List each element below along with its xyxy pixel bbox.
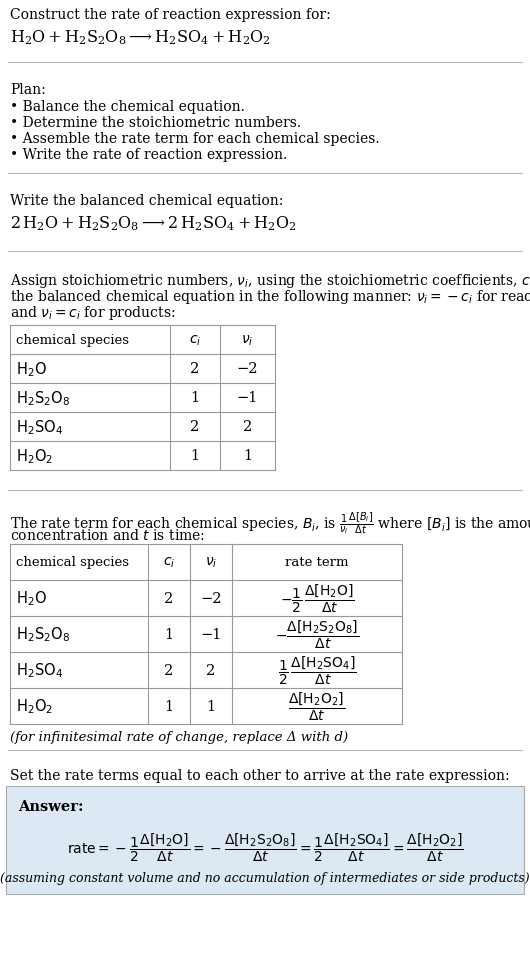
Text: $\mathrm{H_2S_2O_8}$: $\mathrm{H_2S_2O_8}$ [16, 389, 70, 407]
Text: −1: −1 [237, 391, 258, 405]
Text: $\mathrm{H_2O_2}$: $\mathrm{H_2O_2}$ [16, 446, 53, 465]
Text: $\mathrm{H_2SO_4}$: $\mathrm{H_2SO_4}$ [16, 418, 63, 437]
Text: 1: 1 [190, 449, 200, 463]
Text: Assign stoichiometric numbers, $\nu_i$, using the stoichiometric coefficients, $: Assign stoichiometric numbers, $\nu_i$, … [10, 272, 530, 290]
Text: $-\dfrac{1}{2}\,\dfrac{\Delta[\mathrm{H_2O}]}{\Delta t}$: $-\dfrac{1}{2}\,\dfrac{\Delta[\mathrm{H_… [280, 582, 355, 615]
Text: $\mathregular{H_2O + H_2S_2O_8 \longrightarrow H_2SO_4 + H_2O_2}$: $\mathregular{H_2O + H_2S_2O_8 \longrigh… [10, 28, 271, 47]
Text: 2: 2 [164, 591, 174, 606]
Text: Write the balanced chemical equation:: Write the balanced chemical equation: [10, 193, 284, 208]
Text: chemical species: chemical species [16, 334, 129, 347]
Text: $\mathrm{H_2S_2O_8}$: $\mathrm{H_2S_2O_8}$ [16, 625, 70, 644]
Text: $\mathrm{H_2SO_4}$: $\mathrm{H_2SO_4}$ [16, 661, 63, 680]
Text: 1: 1 [164, 700, 173, 713]
Text: 2: 2 [190, 362, 200, 376]
FancyBboxPatch shape [6, 786, 524, 894]
Text: −2: −2 [237, 362, 258, 376]
Text: $c_i$: $c_i$ [189, 333, 201, 348]
Text: $\nu_i$: $\nu_i$ [205, 555, 217, 570]
Text: • Balance the chemical equation.: • Balance the chemical equation. [10, 100, 245, 114]
Text: Plan:: Plan: [10, 83, 46, 97]
Text: −1: −1 [200, 627, 222, 641]
Text: 1: 1 [190, 391, 200, 405]
Text: $\mathrm{H_2O}$: $\mathrm{H_2O}$ [16, 360, 47, 378]
Text: (for infinitesimal rate of change, replace Δ with d): (for infinitesimal rate of change, repla… [10, 730, 348, 743]
Text: $\nu_i$: $\nu_i$ [241, 333, 254, 348]
Text: 1: 1 [207, 700, 216, 713]
Text: $\dfrac{\Delta[\mathrm{H_2O_2}]}{\Delta t}$: $\dfrac{\Delta[\mathrm{H_2O_2}]}{\Delta … [288, 690, 346, 722]
Text: 1: 1 [243, 449, 252, 463]
Text: concentration and $t$ is time:: concentration and $t$ is time: [10, 528, 205, 542]
Text: 2: 2 [190, 420, 200, 434]
Text: • Determine the stoichiometric numbers.: • Determine the stoichiometric numbers. [10, 116, 301, 130]
Text: $\mathrm{rate} = -\dfrac{1}{2}\dfrac{\Delta[\mathrm{H_2O}]}{\Delta t} = -\dfrac{: $\mathrm{rate} = -\dfrac{1}{2}\dfrac{\De… [67, 831, 463, 864]
Text: The rate term for each chemical species, $B_i$, is $\frac{1}{\nu_i}\frac{\Delta[: The rate term for each chemical species,… [10, 510, 530, 536]
Text: $-\dfrac{\Delta[\mathrm{H_2S_2O_8}]}{\Delta t}$: $-\dfrac{\Delta[\mathrm{H_2S_2O_8}]}{\De… [275, 618, 359, 651]
Text: rate term: rate term [285, 556, 349, 569]
Text: Construct the rate of reaction expression for:: Construct the rate of reaction expressio… [10, 8, 331, 21]
Text: • Write the rate of reaction expression.: • Write the rate of reaction expression. [10, 148, 287, 162]
Text: and $\nu_i = c_i$ for products:: and $\nu_i = c_i$ for products: [10, 304, 175, 321]
Text: 2: 2 [206, 663, 216, 677]
Text: $\mathregular{2\,H_2O + H_2S_2O_8 \longrightarrow 2\,H_2SO_4 + H_2O_2}$: $\mathregular{2\,H_2O + H_2S_2O_8 \longr… [10, 214, 296, 233]
Text: $\mathrm{H_2O}$: $\mathrm{H_2O}$ [16, 589, 47, 608]
Text: Answer:: Answer: [18, 799, 84, 813]
Text: −2: −2 [200, 591, 222, 606]
Text: 2: 2 [243, 420, 252, 434]
Text: $\dfrac{1}{2}\,\dfrac{\Delta[\mathrm{H_2SO_4}]}{\Delta t}$: $\dfrac{1}{2}\,\dfrac{\Delta[\mathrm{H_2… [278, 655, 356, 687]
Text: • Assemble the rate term for each chemical species.: • Assemble the rate term for each chemic… [10, 132, 379, 146]
Text: Set the rate terms equal to each other to arrive at the rate expression:: Set the rate terms equal to each other t… [10, 768, 510, 783]
Text: chemical species: chemical species [16, 556, 129, 569]
Text: (assuming constant volume and no accumulation of intermediates or side products): (assuming constant volume and no accumul… [0, 871, 530, 884]
Text: 1: 1 [164, 627, 173, 641]
Text: $\mathrm{H_2O_2}$: $\mathrm{H_2O_2}$ [16, 697, 53, 715]
Text: 2: 2 [164, 663, 174, 677]
Text: $c_i$: $c_i$ [163, 555, 175, 570]
Text: the balanced chemical equation in the following manner: $\nu_i = -c_i$ for react: the balanced chemical equation in the fo… [10, 287, 530, 306]
